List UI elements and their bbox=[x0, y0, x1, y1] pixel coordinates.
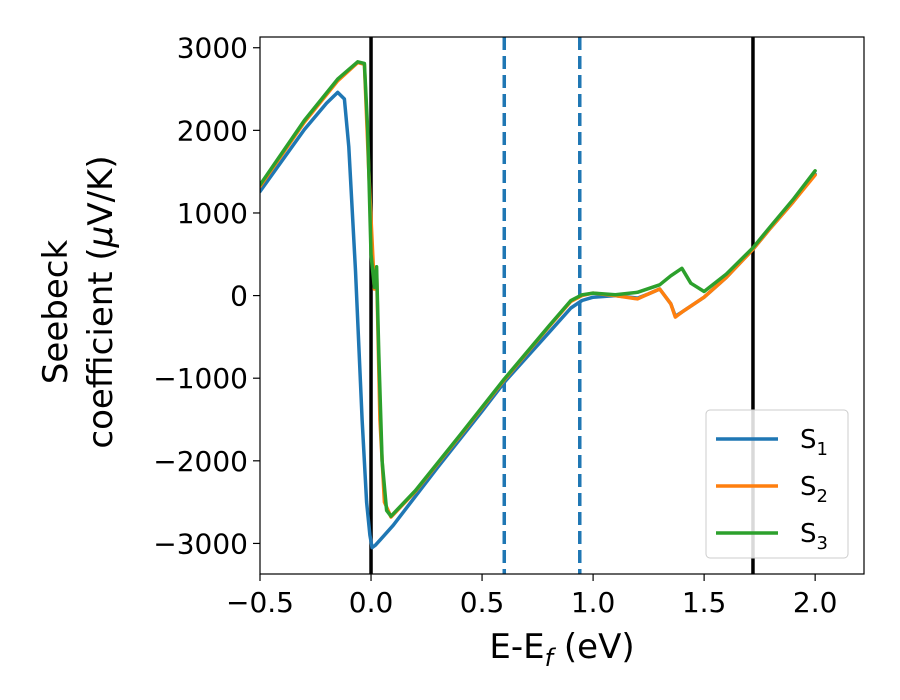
x-axis-ticks: −0.5 0.0 0.5 1.0 1.5 2.0 bbox=[226, 574, 837, 619]
y-tick-label: 1000 bbox=[177, 197, 248, 230]
legend-label-s2: S2 bbox=[800, 472, 828, 507]
x-tick-label: 0.0 bbox=[349, 586, 394, 619]
y-axis-title-mu: μ bbox=[81, 226, 121, 249]
series-lines bbox=[260, 60, 817, 550]
legend-label-s1: S1 bbox=[800, 425, 828, 460]
series-line-s3 bbox=[260, 60, 817, 518]
x-tick-label: −0.5 bbox=[226, 586, 294, 619]
y-tick-label: 0 bbox=[230, 280, 248, 313]
y-tick-label: −3000 bbox=[153, 527, 248, 560]
legend: S1 S2 S3 bbox=[705, 409, 849, 559]
legend-box bbox=[705, 409, 849, 559]
x-tick-label: 1.0 bbox=[571, 586, 616, 619]
x-tick-label: 0.5 bbox=[460, 586, 505, 619]
plot-frame bbox=[259, 36, 865, 575]
y-axis-title: Seebeck bbox=[36, 240, 76, 385]
reference-lines bbox=[369, 37, 755, 574]
x-axis-title-main: E-E bbox=[489, 627, 544, 667]
y-tick-label: −1000 bbox=[153, 362, 248, 395]
y-axis-title-line1: Seebeck bbox=[36, 240, 76, 385]
x-tick-label: 2.0 bbox=[793, 586, 838, 619]
y-axis-title-unit: V/K) bbox=[81, 155, 121, 225]
y-tick-label: 2000 bbox=[177, 114, 248, 147]
x-axis-title-unit: (eV) bbox=[553, 627, 635, 667]
y-axis-title-line2: coefficient (μV/K) bbox=[81, 155, 121, 448]
y-tick-label: 3000 bbox=[177, 32, 248, 65]
y-axis-title-line2-main: coefficient ( bbox=[81, 247, 121, 448]
legend-label-s3: S3 bbox=[800, 519, 828, 554]
y-tick-label: −2000 bbox=[153, 445, 248, 478]
x-axis-title: E-Ef (eV) bbox=[489, 627, 634, 672]
x-tick-label: 1.5 bbox=[682, 586, 727, 619]
y-axis-title-2: coefficient (μV/K) bbox=[81, 155, 121, 448]
y-axis-ticks: −3000 −2000 −1000 0 1000 2000 3000 bbox=[153, 32, 260, 560]
